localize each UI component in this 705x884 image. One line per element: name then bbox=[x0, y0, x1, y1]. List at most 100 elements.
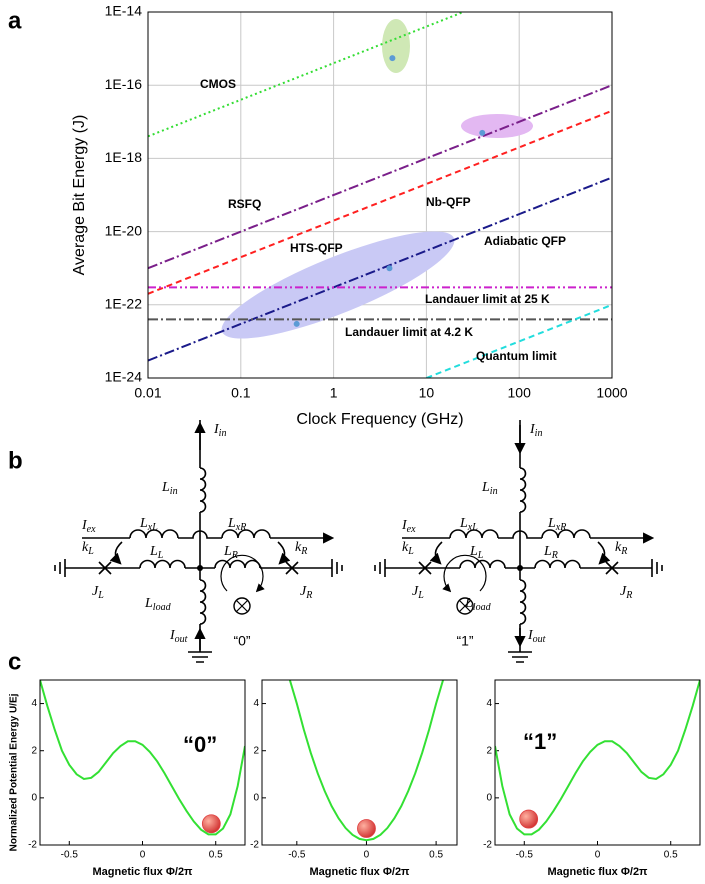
x-tick-label: 100 bbox=[508, 385, 532, 401]
label-base: J bbox=[92, 584, 99, 599]
x-axis-label: Magnetic flux Φ/2π bbox=[310, 866, 411, 878]
x-tick-label: -0.5 bbox=[516, 850, 534, 861]
x-tick-label: 10 bbox=[419, 385, 435, 401]
y-tick-label: 0 bbox=[31, 792, 37, 803]
y-tick-label: -2 bbox=[28, 840, 37, 851]
circuit-label: JR bbox=[300, 584, 312, 601]
wire bbox=[597, 541, 611, 565]
label-sub: L bbox=[417, 590, 424, 601]
circuit-label: Iin bbox=[213, 422, 226, 439]
wire bbox=[178, 530, 222, 539]
y-tick-label: -2 bbox=[250, 840, 259, 851]
y-tick-label: -2 bbox=[483, 840, 492, 851]
wire bbox=[651, 559, 663, 577]
flux-symbol bbox=[456, 597, 474, 615]
panel-a-lines bbox=[148, 12, 612, 378]
label-sub: out bbox=[175, 634, 188, 645]
plot-frame bbox=[494, 679, 701, 846]
wire bbox=[519, 467, 527, 513]
label-base: I bbox=[81, 518, 88, 533]
x-tick-label: 0.5 bbox=[664, 850, 678, 861]
label-base: L bbox=[547, 516, 556, 531]
wire bbox=[139, 559, 186, 569]
x-tick-label: 0 bbox=[364, 850, 370, 861]
circuit-label: LxL bbox=[459, 516, 478, 533]
wire bbox=[442, 554, 487, 593]
label-sub: R bbox=[625, 590, 632, 601]
wire bbox=[541, 529, 591, 539]
wire bbox=[221, 529, 271, 539]
series-label: Adiabatic QFP bbox=[484, 234, 566, 248]
flux-state-ball bbox=[519, 809, 539, 829]
label-sub: xL bbox=[147, 522, 158, 533]
wire bbox=[418, 561, 432, 575]
state-annotation: “1” bbox=[523, 729, 557, 754]
y-tick-label: 1E-24 bbox=[105, 369, 143, 385]
wire bbox=[220, 554, 265, 593]
circuit-label: Lload bbox=[144, 596, 172, 613]
circuit-label: kL bbox=[402, 540, 414, 557]
flux-state-ball bbox=[201, 814, 221, 834]
series-label: Nb-QFP bbox=[426, 195, 471, 209]
circuit-label: Lin bbox=[161, 480, 178, 497]
regions bbox=[221, 19, 533, 339]
label-base: k bbox=[615, 540, 622, 555]
y-tick-label: 0 bbox=[253, 792, 259, 803]
series-label: Landauer limit at 4.2 K bbox=[345, 325, 473, 339]
y-tick-label: 4 bbox=[253, 698, 259, 709]
label-sub: in bbox=[490, 486, 498, 497]
series-label: CMOS bbox=[200, 77, 236, 91]
label-base: L bbox=[543, 544, 552, 559]
label-base: L bbox=[161, 480, 170, 495]
potential-curve bbox=[495, 680, 700, 836]
circuit-label: LL bbox=[469, 544, 484, 561]
label-base: I bbox=[401, 518, 408, 533]
wire bbox=[199, 579, 207, 625]
x-tick-label: 0.5 bbox=[429, 850, 443, 861]
wire bbox=[188, 651, 212, 663]
panel-label: c bbox=[8, 648, 21, 675]
label-sub: R bbox=[231, 550, 238, 561]
wire bbox=[374, 559, 386, 577]
x-tick-label: 0.5 bbox=[209, 850, 223, 861]
y-tick-label: 1E-14 bbox=[105, 3, 143, 19]
circuit-label: JL bbox=[92, 584, 104, 601]
label-base: L bbox=[139, 516, 148, 531]
y-tick-label: 4 bbox=[31, 698, 37, 709]
annotation: HTS-QFP bbox=[290, 241, 343, 255]
series-line bbox=[148, 176, 612, 362]
circuit-label: Iex bbox=[401, 518, 416, 535]
label-base: J bbox=[620, 584, 627, 599]
wire bbox=[459, 600, 471, 612]
label-sub: xR bbox=[555, 522, 567, 533]
label-base: I bbox=[213, 422, 220, 437]
series-line bbox=[148, 12, 464, 138]
wire bbox=[534, 559, 581, 569]
label-sub: load bbox=[473, 602, 492, 613]
state-label: “1” bbox=[456, 633, 473, 649]
series-label: Landauer limit at 25 K bbox=[425, 292, 550, 306]
label-base: L bbox=[227, 516, 236, 531]
x-tick-label: -0.5 bbox=[61, 850, 79, 861]
y-tick-label: 1E-20 bbox=[105, 222, 143, 238]
cmos-region bbox=[382, 19, 410, 73]
label-base: k bbox=[402, 540, 409, 555]
label-base: L bbox=[149, 544, 158, 559]
y-axis-label: Average Bit Energy (J) bbox=[71, 115, 88, 276]
label-base: J bbox=[412, 584, 419, 599]
state-annotation: “0” bbox=[183, 732, 217, 757]
series-line bbox=[148, 109, 612, 295]
curve-group bbox=[495, 680, 700, 836]
circuit-label: LR bbox=[543, 544, 558, 561]
data-point bbox=[293, 320, 300, 327]
curve-group bbox=[288, 680, 445, 842]
wire bbox=[109, 541, 123, 565]
y-tick-label: 1E-18 bbox=[105, 149, 143, 165]
label-sub: out bbox=[533, 634, 546, 645]
curve-group bbox=[40, 680, 245, 836]
wire bbox=[429, 541, 443, 565]
label-base: k bbox=[82, 540, 89, 555]
plot-frame bbox=[39, 679, 246, 846]
label-base: I bbox=[529, 422, 536, 437]
label-sub: in bbox=[219, 428, 227, 439]
